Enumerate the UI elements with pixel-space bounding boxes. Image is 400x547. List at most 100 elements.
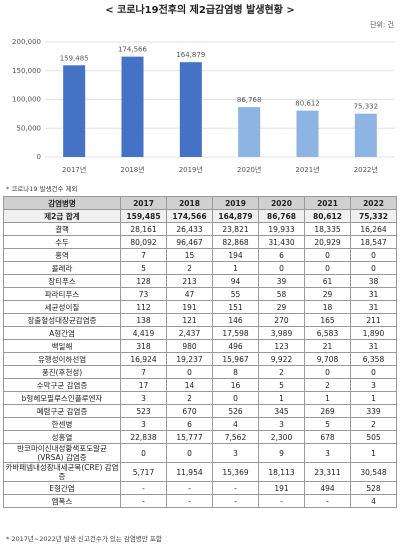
table-cell: 4 [212, 417, 259, 431]
data-label: 86,768 [237, 96, 262, 104]
table-row: 성홍열 22,838 15,777 7,562 2,300 678 505 [3, 430, 397, 444]
table-cell: 80,092 [120, 235, 167, 249]
table-cell: 장티푸스 [3, 274, 121, 288]
table-cell: 138 [120, 313, 167, 327]
table-cell: 풍진(후천성) [3, 365, 121, 379]
table-row: 감염병명 2017 2018 2019 2020 2021 2022 [3, 196, 397, 210]
table-cell: 191 [258, 481, 305, 495]
table-cell: 2 [166, 391, 213, 405]
table-cell: 20,929 [304, 235, 351, 249]
table-row: 반코마이신내성황색포도알균(VRSA) 감염증 0 0 3 9 3 1 [3, 443, 397, 463]
table-cell: 0 [258, 261, 305, 275]
table-cell: 2021 [304, 196, 351, 210]
x-tick-label: 2017년 [62, 165, 86, 174]
table-cell: 5 [304, 417, 351, 431]
table-cell: 유행성이하선염 [3, 352, 121, 366]
table-cell: 11,954 [166, 462, 213, 482]
table-cell: 16 [212, 378, 259, 392]
table-cell: 0 [350, 261, 397, 275]
table-cell: 세균성이질 [3, 300, 121, 314]
table-cell: 카바페넴내성장내세균목(CRE) 감염증 [3, 462, 121, 482]
table-cell: 1,890 [350, 326, 397, 340]
table-cell: - [212, 481, 259, 495]
table-cell: 4 [350, 494, 397, 508]
table-cell: 15,967 [212, 352, 259, 366]
table-cell: 191 [166, 300, 213, 314]
table-cell: 146 [212, 313, 259, 327]
table-cell: 5 [120, 261, 167, 275]
table-cell: 콜레라 [3, 261, 121, 275]
table-cell: 3 [120, 417, 167, 431]
table-cell: - [166, 494, 213, 508]
table-cell: 165 [304, 313, 351, 327]
table-cell: 0 [166, 365, 213, 379]
table-cell: A형간염 [3, 326, 121, 340]
table-cell: 270 [258, 313, 305, 327]
table-cell: 86,768 [258, 209, 305, 223]
table-cell: 2022 [350, 196, 397, 210]
table-cell: 55 [212, 287, 259, 301]
table-cell: 26,433 [166, 222, 213, 236]
table-cell: 526 [212, 404, 259, 418]
y-tick-label: 50,000 [17, 124, 42, 132]
table-cell: 감염병명 [3, 196, 121, 210]
x-tick-label: 2019년 [179, 165, 203, 174]
table-cell: 15,369 [212, 462, 259, 482]
table-cell: 31,430 [258, 235, 305, 249]
bar [238, 107, 261, 157]
table-cell: 164,879 [212, 209, 259, 223]
table-cell: - [212, 494, 259, 508]
table-cell: 파라티푸스 [3, 287, 121, 301]
table-cell: 2019 [212, 196, 259, 210]
table-cell: 수막구균 감염증 [3, 378, 121, 392]
table: 감염병명 2017 2018 2019 2020 2021 2022 제2급 합계 159,48… [3, 196, 397, 508]
table-cell: 14 [166, 378, 213, 392]
table-cell: 2,437 [166, 326, 213, 340]
table-cell: 159,485 [120, 209, 167, 223]
table-cell: 28,161 [120, 222, 167, 236]
table-cell: 38 [350, 274, 397, 288]
chart-note: * 코로나19 발생건수 제외 [6, 185, 78, 193]
table-cell: 528 [350, 481, 397, 495]
table-cell: 339 [350, 404, 397, 418]
table-cell: 2 [304, 378, 351, 392]
table-cell: 한센병 [3, 417, 121, 431]
table-cell: 5,717 [120, 462, 167, 482]
data-label: 80,612 [295, 100, 320, 108]
table-cell: 18,547 [350, 235, 397, 249]
table-row: 장출혈성대장균감염증 138 121 146 270 165 211 [3, 313, 397, 327]
table-cell: 112 [120, 300, 167, 314]
table-cell: 결핵 [3, 222, 121, 236]
y-tick-label: 150,000 [12, 67, 41, 75]
table-cell: 505 [350, 430, 397, 444]
table-cell: 80,612 [304, 209, 351, 223]
x-tick-label: 2020년 [237, 165, 261, 174]
table-row: 홍역 7 15 194 6 0 0 [3, 248, 397, 262]
bar [179, 62, 202, 157]
table-cell: 6 [166, 417, 213, 431]
table-cell: 7 [120, 248, 167, 262]
table-cell: 194 [212, 248, 259, 262]
table-row: 수두 80,092 96,467 82,868 31,430 20,929 18,547 [3, 235, 397, 249]
table-cell: 19,933 [258, 222, 305, 236]
table-cell: 9,922 [258, 352, 305, 366]
table-cell: 6,583 [304, 326, 351, 340]
table-cell: 496 [212, 339, 259, 353]
y-tick-label: 100,000 [12, 96, 41, 104]
table-cell: 0 [304, 248, 351, 262]
table-cell: 성홍열 [3, 430, 121, 444]
table-cell: 23,311 [304, 462, 351, 482]
table-cell: E형간염 [3, 481, 121, 495]
table-cell: 4,419 [120, 326, 167, 340]
table-cell: 523 [120, 404, 167, 418]
table-cell: 1 [212, 261, 259, 275]
table-cell: 61 [304, 274, 351, 288]
x-tick-label: 2021년 [295, 165, 319, 174]
data-label: 159,485 [60, 54, 89, 62]
table-row: 결핵 28,161 26,433 23,821 19,933 18,335 16,264 [3, 222, 397, 236]
table-cell: 8 [212, 365, 259, 379]
table-cell: 백일해 [3, 339, 121, 353]
table-cell: 6,358 [350, 352, 397, 366]
table-cell: 58 [258, 287, 305, 301]
table-cell: 3 [350, 378, 397, 392]
